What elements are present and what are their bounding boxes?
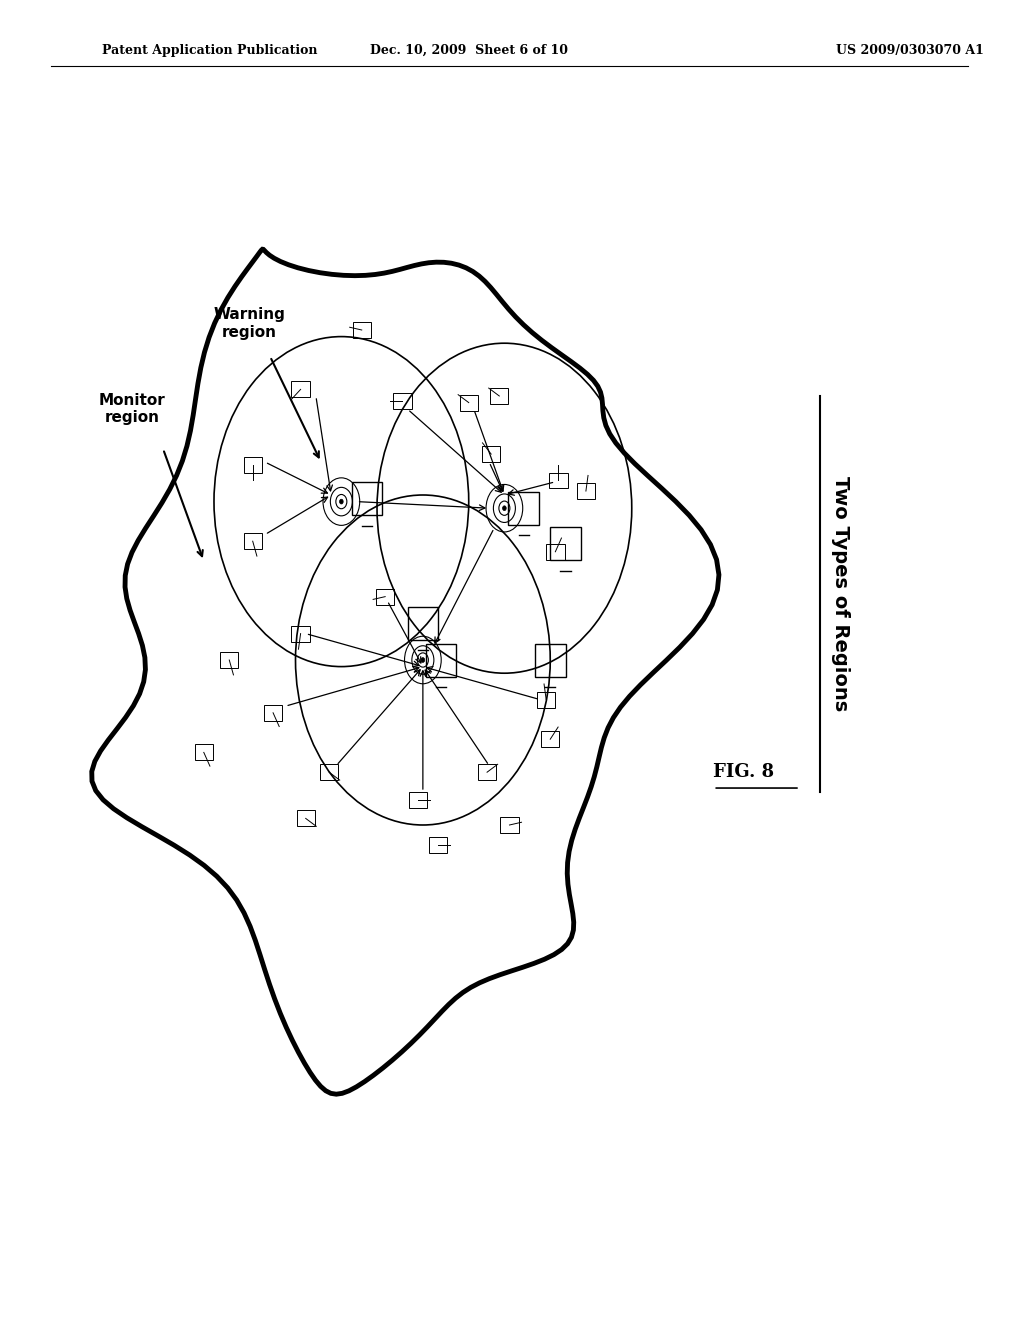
Text: Patent Application Publication: Patent Application Publication: [102, 44, 317, 57]
Text: FIG. 8: FIG. 8: [714, 763, 774, 781]
Bar: [351, 482, 382, 515]
Text: Two Types of Regions: Two Types of Regions: [831, 477, 850, 711]
Bar: [509, 491, 539, 524]
Bar: [292, 381, 310, 397]
Bar: [429, 837, 447, 853]
Bar: [352, 322, 371, 338]
Bar: [195, 744, 213, 760]
Bar: [264, 705, 283, 721]
Bar: [546, 544, 564, 560]
Text: Dec. 10, 2009  Sheet 6 of 10: Dec. 10, 2009 Sheet 6 of 10: [370, 44, 567, 57]
Bar: [220, 652, 239, 668]
Text: US 2009/0303070 A1: US 2009/0303070 A1: [836, 44, 983, 57]
Circle shape: [503, 506, 506, 511]
Bar: [292, 626, 310, 642]
Circle shape: [340, 499, 343, 504]
Text: Monitor
region: Monitor region: [99, 393, 166, 425]
Bar: [408, 607, 438, 639]
Bar: [409, 792, 427, 808]
Bar: [490, 388, 509, 404]
Bar: [550, 528, 581, 560]
Bar: [541, 731, 559, 747]
Text: Warning
region: Warning region: [214, 308, 286, 339]
Bar: [549, 473, 567, 488]
Bar: [393, 393, 412, 409]
Bar: [426, 644, 457, 676]
Bar: [537, 692, 555, 708]
Bar: [376, 589, 394, 605]
Bar: [501, 817, 519, 833]
Circle shape: [421, 657, 425, 663]
Bar: [478, 764, 497, 780]
Bar: [297, 810, 314, 826]
Bar: [482, 446, 501, 462]
Bar: [577, 483, 595, 499]
Bar: [244, 457, 262, 473]
Bar: [244, 533, 262, 549]
Bar: [535, 644, 565, 676]
Bar: [460, 395, 478, 411]
Bar: [319, 764, 338, 780]
